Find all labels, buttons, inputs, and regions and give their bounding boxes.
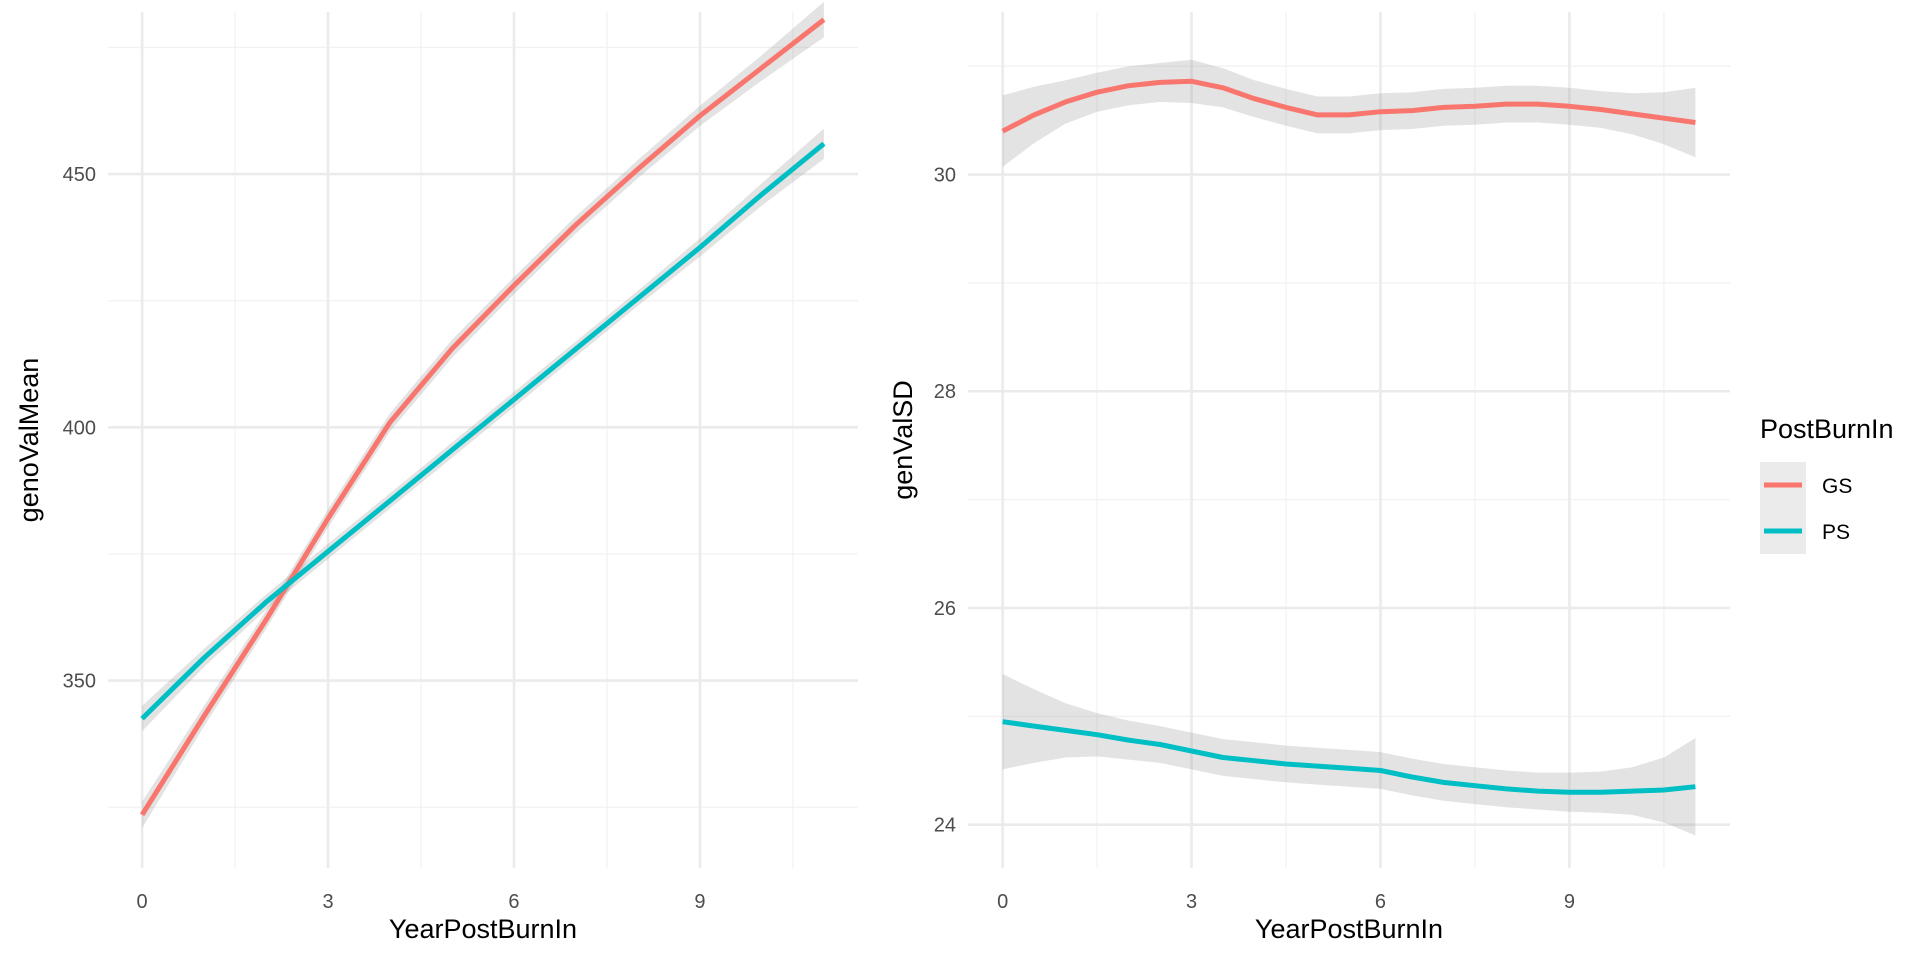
right-panel-genvalsd: 0 3 6 9 24 26 28 30 YearPostBurnIn genValSD [888, 12, 1730, 944]
right-y-tick-label: 26 [934, 598, 956, 620]
right-y-axis-title: genValSD [888, 380, 918, 500]
left-tick-labels: 0 3 6 9 350 400 450 [63, 164, 706, 913]
right-confidence-bands [1002, 59, 1696, 836]
left-x-tick-label: 9 [694, 891, 705, 913]
left-gridlines [108, 12, 858, 868]
left-line-ps [140, 141, 826, 721]
left-band-ps [142, 128, 824, 732]
left-panel-genovalmean: 0 3 6 9 350 400 450 YearPostBurnIn genoValMean [14, 1, 858, 944]
right-x-tick-label: 0 [997, 891, 1008, 913]
right-x-tick-label: 6 [1375, 891, 1386, 913]
left-x-tick-label: 3 [322, 891, 333, 913]
right-x-tick-label: 3 [1186, 891, 1197, 913]
right-line-gs [1001, 78, 1696, 134]
left-y-tick-label: 350 [63, 671, 96, 693]
left-y-axis-title: genoValMean [14, 358, 44, 523]
legend-label-ps: PS [1822, 521, 1850, 544]
right-y-tick-label: 24 [934, 815, 956, 837]
left-band-gs [142, 1, 824, 828]
right-y-tick-label: 30 [934, 165, 956, 187]
left-y-tick-label: 400 [63, 417, 96, 439]
legend-title: PostBurnIn [1760, 414, 1894, 444]
left-x-axis-title: YearPostBurnIn [389, 914, 577, 944]
right-band-ps [1002, 674, 1696, 836]
left-y-tick-label: 450 [63, 164, 96, 186]
right-tick-labels: 0 3 6 9 24 26 28 30 [934, 165, 1575, 913]
legend-label-gs: GS [1822, 475, 1852, 498]
right-x-tick-label: 9 [1564, 891, 1575, 913]
left-series-lines [139, 17, 826, 817]
legend: PostBurnIn GS PS [1760, 414, 1894, 554]
right-x-axis-title: YearPostBurnIn [1255, 914, 1443, 944]
right-gridlines [968, 12, 1730, 868]
left-confidence-bands [142, 1, 824, 828]
left-x-tick-label: 6 [508, 891, 519, 913]
right-line-ps [1002, 719, 1696, 795]
right-series-lines [1001, 78, 1696, 795]
right-y-tick-label: 28 [934, 381, 956, 403]
left-x-tick-label: 0 [137, 891, 148, 913]
left-line-gs [139, 17, 826, 817]
